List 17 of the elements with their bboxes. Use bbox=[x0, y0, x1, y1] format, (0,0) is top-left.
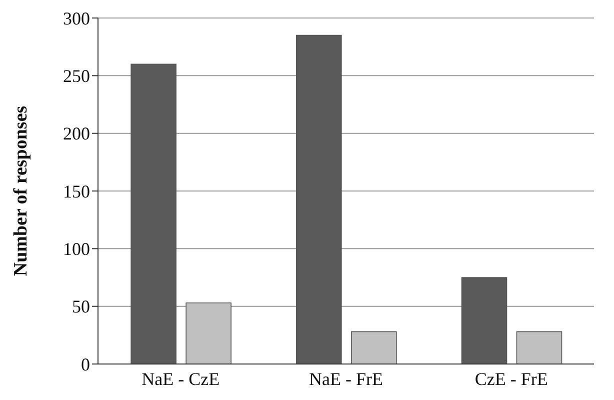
y-tick-label: 200 bbox=[63, 124, 90, 144]
bar bbox=[296, 34, 342, 364]
y-tick-label: 0 bbox=[81, 354, 90, 374]
x-tick-label: NaE - FrE bbox=[309, 368, 383, 389]
x-tick-label: CzE - FrE bbox=[474, 368, 548, 389]
bar bbox=[351, 331, 397, 364]
y-tick-label: 50 bbox=[72, 296, 90, 317]
bar bbox=[186, 302, 232, 364]
y-tick-label: 150 bbox=[63, 181, 90, 202]
x-tick-label: NaE - CzE bbox=[142, 368, 220, 389]
y-tick-label: 250 bbox=[63, 66, 90, 86]
y-tick-label: 300 bbox=[63, 8, 90, 28]
y-axis-title: Number of responses bbox=[10, 106, 32, 276]
bar bbox=[516, 331, 562, 364]
bar bbox=[461, 277, 508, 364]
y-tick-label: 100 bbox=[63, 239, 90, 260]
bar bbox=[130, 64, 176, 364]
